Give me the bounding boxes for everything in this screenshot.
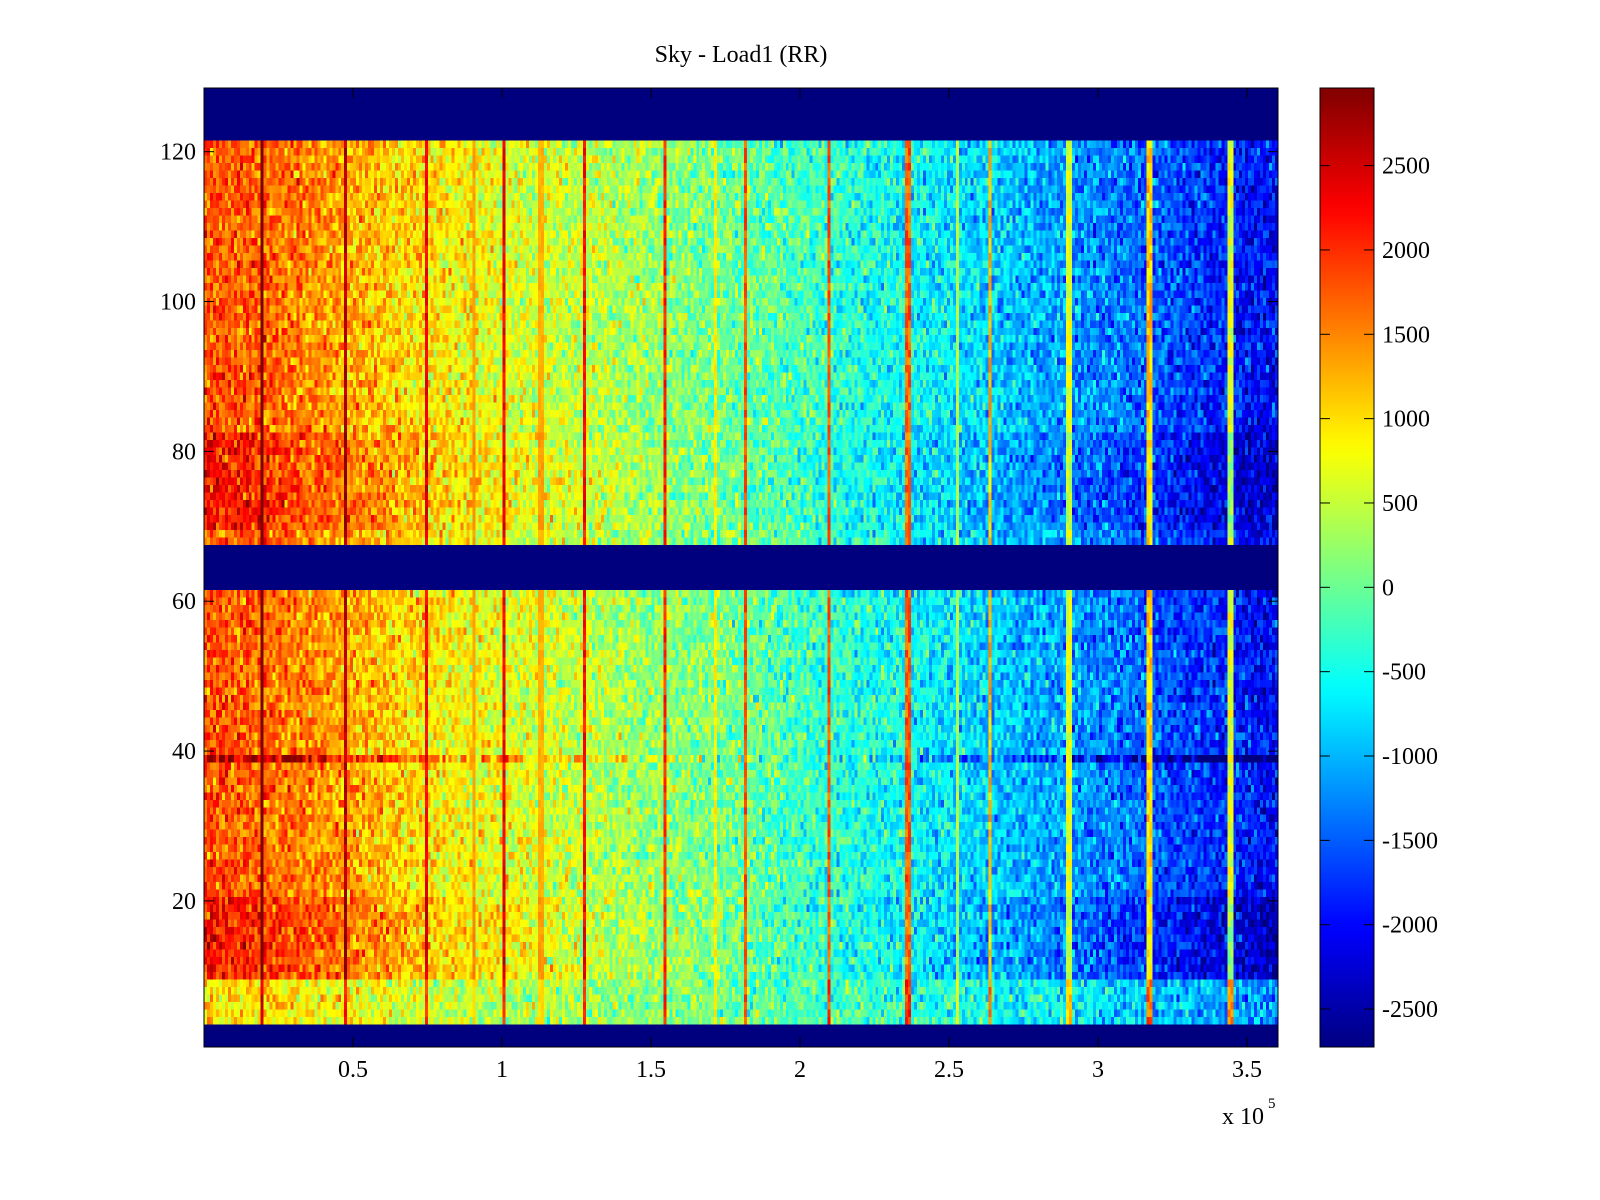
x-tick-label: 3.5 [1232,1057,1262,1083]
colorbar-tick-label: -2000 [1382,913,1438,939]
colorbar-tick-label: -2500 [1382,997,1438,1023]
colorbar-tick-label: 1500 [1382,322,1430,348]
colorbar-tick-label: 500 [1382,491,1418,517]
chart-title: Sky - Load1 (RR) [654,42,828,68]
y-tick-label: 100 [160,290,196,316]
y-tick-label: 80 [172,439,196,465]
x-multiplier-exponent: 5 [1268,1096,1276,1112]
y-tick-label: 60 [172,589,196,615]
x-tick-label: 2 [794,1057,806,1083]
x-tick-label: 1.5 [636,1057,666,1083]
x-tick-label: 0.5 [338,1057,368,1083]
y-tick-label: 20 [172,889,196,915]
x-tick-label: 2.5 [934,1057,964,1083]
x-tick-label: 1 [496,1057,508,1083]
colorbar-tick-label: -500 [1382,660,1426,686]
colorbar-tick-label: 2500 [1382,154,1430,180]
colorbar-tick-label: -1500 [1382,828,1438,854]
x-tick-label: 3 [1092,1057,1104,1083]
y-tick-label: 40 [172,739,196,765]
colorbar-tick-label: -1000 [1382,744,1438,770]
plot-area [204,88,1278,1047]
colorbar-tick-label: 2000 [1382,238,1430,264]
colorbar [1320,88,1374,1047]
colorbar-tick-label: 1000 [1382,407,1430,433]
y-tick-label: 120 [160,140,196,166]
colorbar-tick-label: 0 [1382,575,1394,601]
heatmap-cells [204,88,1278,1047]
x-multiplier-label: x 10 [1222,1104,1264,1130]
